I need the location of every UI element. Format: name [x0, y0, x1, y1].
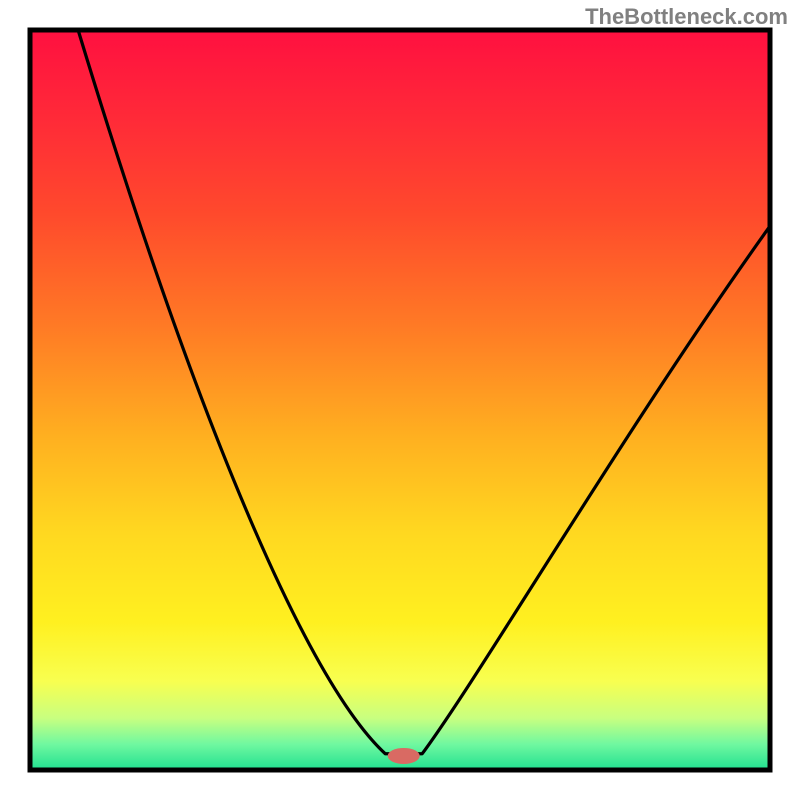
bottleneck-chart: [0, 0, 800, 800]
chart-background-gradient: [30, 30, 770, 770]
watermark-text: TheBottleneck.com: [585, 4, 788, 30]
min-marker: [388, 748, 420, 764]
